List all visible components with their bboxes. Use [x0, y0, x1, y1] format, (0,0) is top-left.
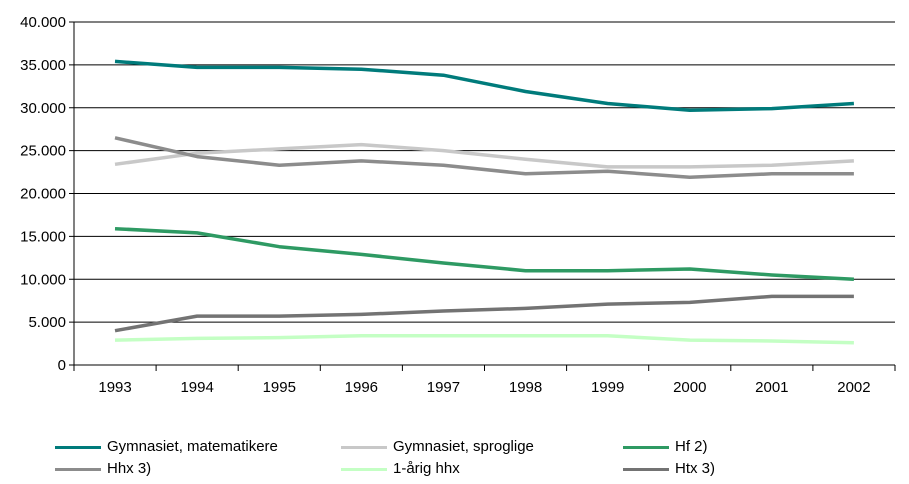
y-tick-label: 35.000 — [20, 57, 66, 74]
line-chart: 0 5.000 10.000 15.000 20.000 25.000 30.000 35.0… — [20, 14, 896, 396]
legend-swatch — [623, 467, 669, 471]
x-tick-label: 1993 — [98, 379, 131, 396]
legend-label: Htx 3) — [675, 460, 716, 477]
legend-item: 1-årig hhx — [341, 458, 460, 480]
x-tick-label: 2001 — [755, 379, 788, 396]
y-tick-label: 0 — [58, 357, 66, 374]
series-line-1 — [114, 59, 855, 113]
y-tick-label: 30.000 — [20, 100, 66, 117]
legend: Gymnasiet, matematikere Gymnasiet, sprogl… — [55, 436, 875, 480]
x-tick-label: 2000 — [673, 379, 706, 396]
y-tick-label: 10.000 — [20, 271, 66, 288]
legend-swatch — [341, 445, 387, 449]
legend-swatch — [341, 467, 387, 471]
legend-item: Htx 3) — [623, 458, 715, 480]
x-axis-tick-labels: 1993 1994 1995 1996 1997 1998 1999 2000 2001 2002 — [98, 379, 870, 396]
x-tick-label: 1995 — [263, 379, 296, 396]
legend-swatch — [55, 467, 101, 471]
series-line-2 — [114, 142, 854, 169]
legend-item: Gymnasiet, matematikere — [55, 436, 278, 458]
y-axis-tick-labels: 0 5.000 10.000 15.000 20.000 25.000 30.000 35.0… — [20, 14, 66, 374]
legend-label: Hhx 3) — [107, 460, 152, 477]
x-tick-label: 1997 — [427, 379, 460, 396]
y-tick-label: 40.000 — [20, 14, 66, 31]
series-line-4 — [114, 136, 854, 179]
legend-swatch — [55, 445, 101, 449]
x-tick-label: 1994 — [180, 379, 213, 396]
x-tick-label: 1996 — [345, 379, 378, 396]
y-tick-label: 20.000 — [20, 186, 66, 203]
series-line-6 — [114, 294, 854, 333]
series-line-5 — [114, 334, 854, 345]
legend-label: 1-årig hhx — [393, 460, 460, 477]
legend-item: Hf 2) — [623, 436, 708, 458]
y-tick-label: 25.000 — [20, 143, 66, 160]
legend-swatch — [623, 445, 669, 449]
y-tick-label: 15.000 — [20, 228, 66, 245]
y-tick-label: 5.000 — [28, 314, 66, 331]
series-lines — [114, 59, 855, 345]
x-tick-label: 1999 — [591, 379, 624, 396]
legend-item: Gymnasiet, sproglige — [341, 436, 534, 458]
legend-item: Hhx 3) — [55, 458, 151, 480]
legend-label: Hf 2) — [675, 438, 708, 455]
legend-label: Gymnasiet, sproglige — [393, 438, 534, 455]
x-tick-label: 2002 — [837, 379, 870, 396]
x-tick-label: 1998 — [509, 379, 542, 396]
axes — [69, 21, 896, 371]
legend-label: Gymnasiet, matematikere — [107, 438, 278, 455]
series-line-3 — [114, 226, 854, 282]
